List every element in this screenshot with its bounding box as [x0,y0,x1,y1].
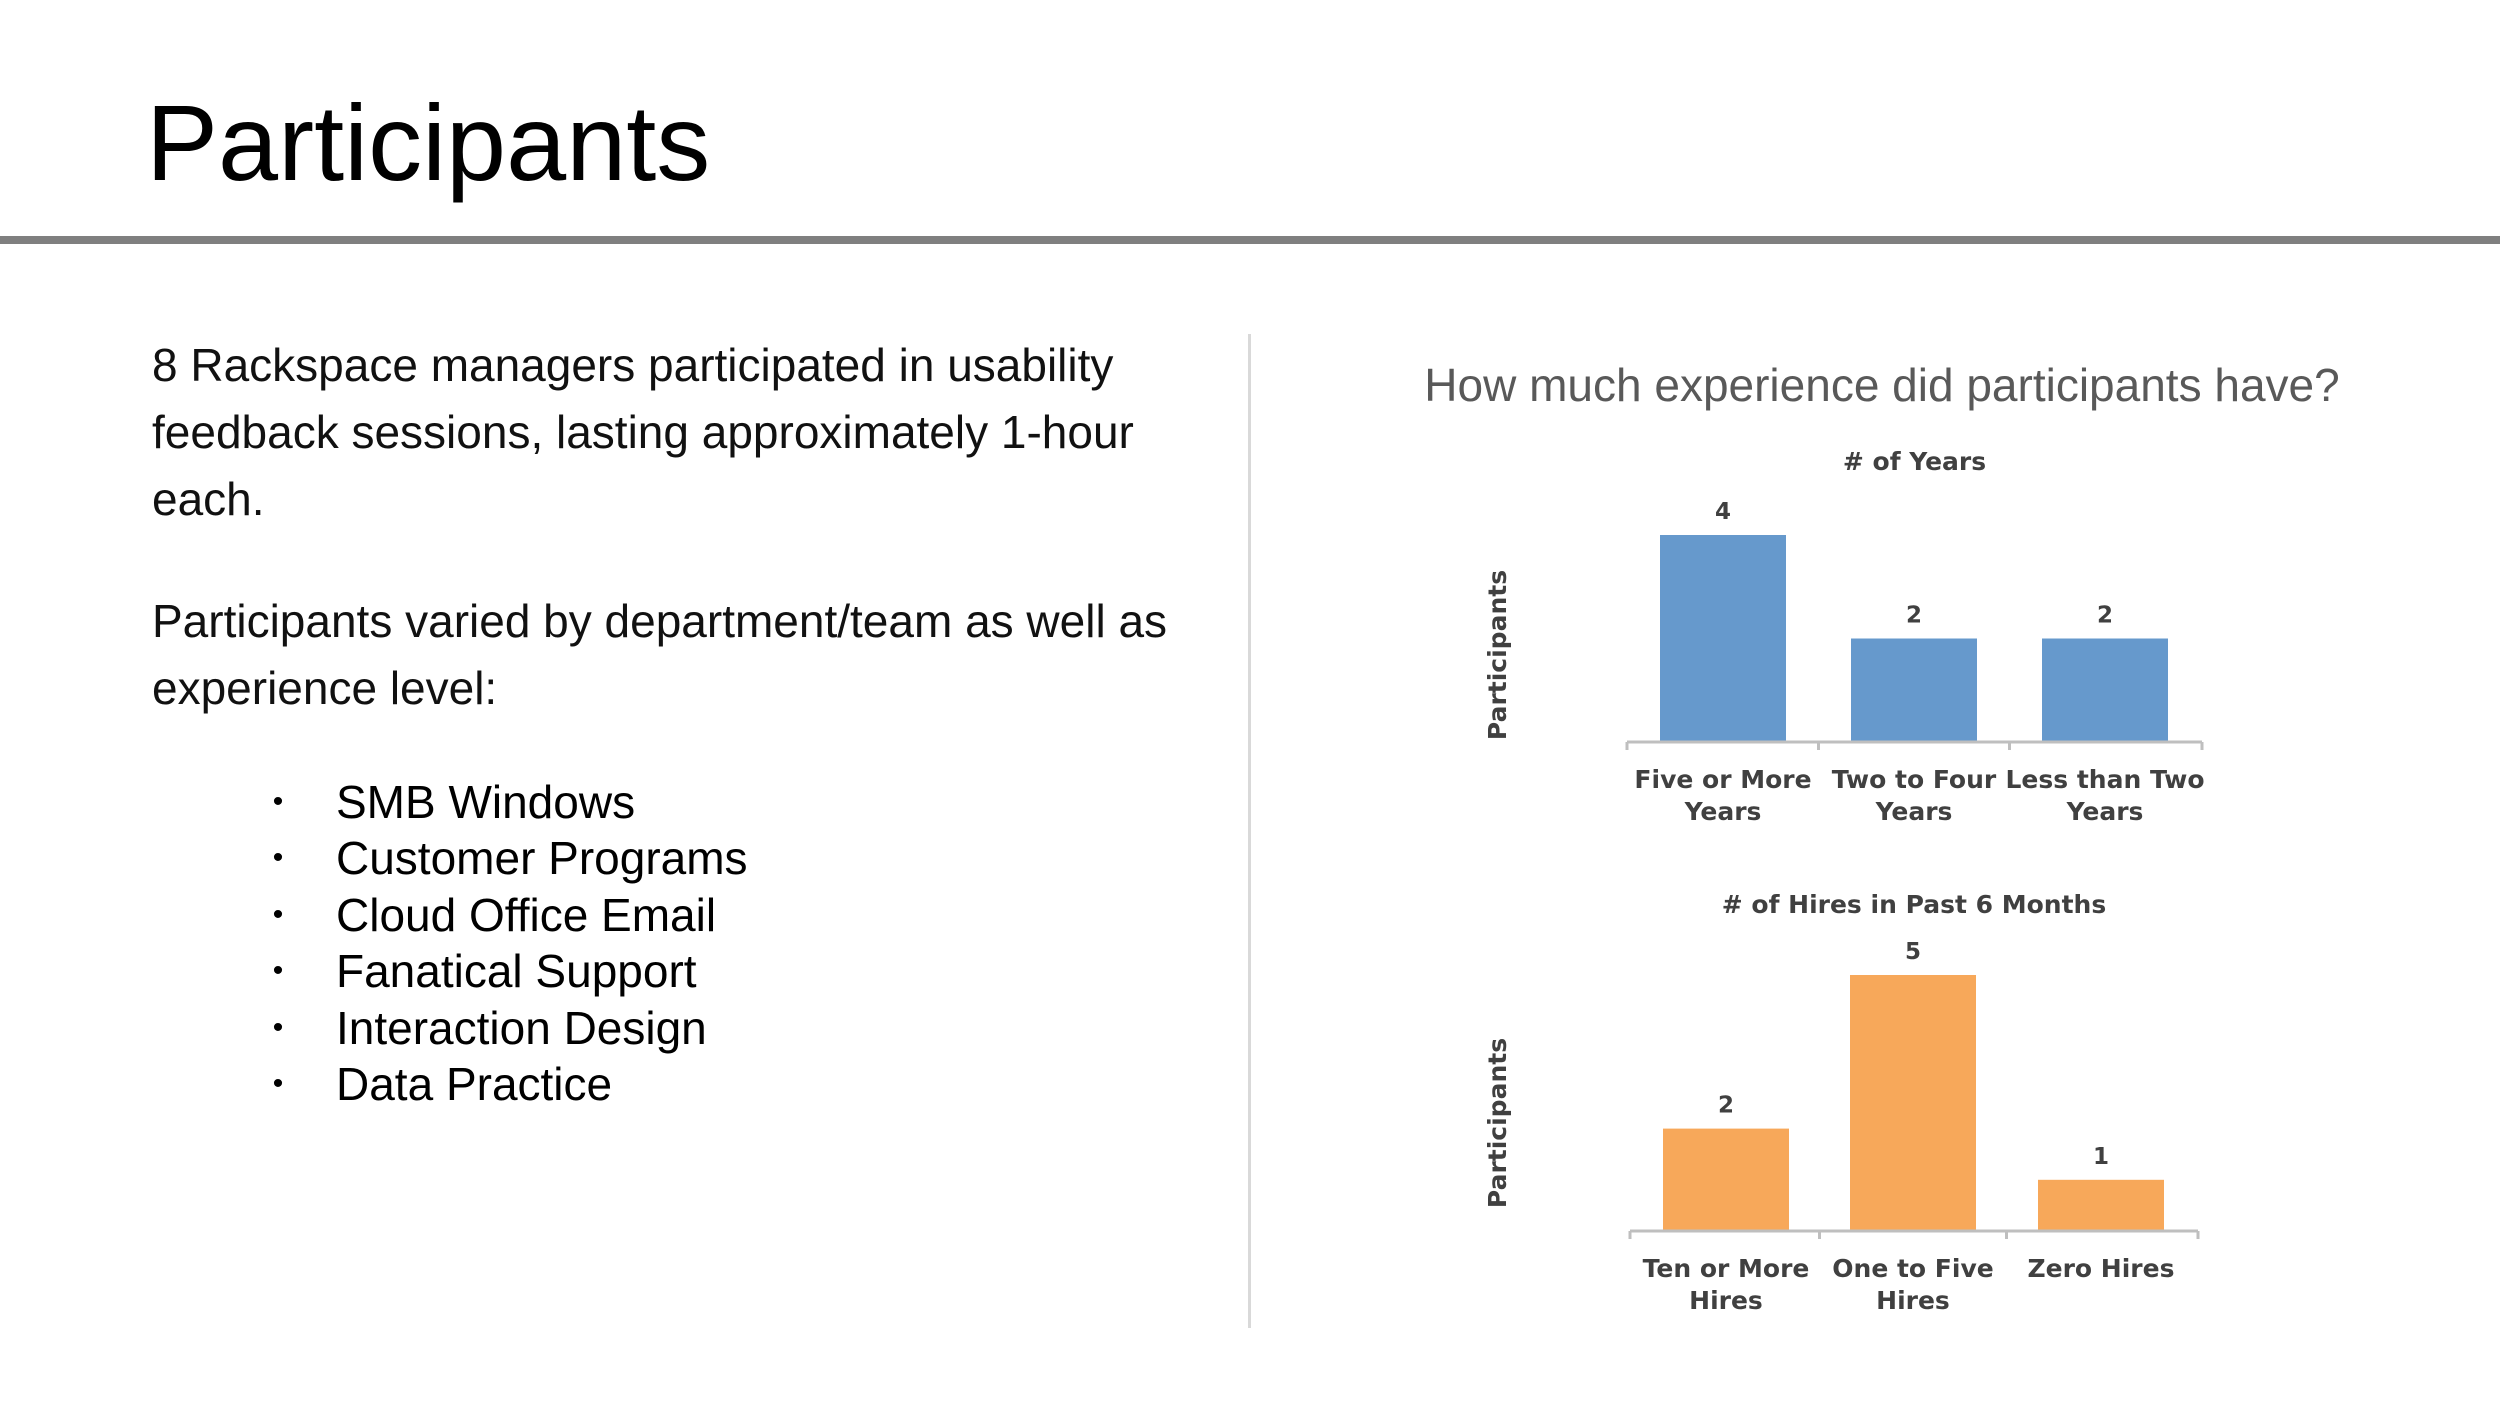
category-label: Years [1684,797,1762,826]
list-item: • Fanatical Support [268,943,748,999]
bullet-icon: • [272,954,284,988]
category-label: One to Five [1832,1254,1993,1283]
title-rule [0,236,2500,244]
list-item-label: Data Practice [336,1058,613,1111]
bar [2038,1179,2164,1231]
list-item: • Customer Programs [268,830,748,886]
bullet-icon: • [272,841,284,875]
data-label: 1 [2093,1144,2109,1170]
category-label: Years [2066,797,2144,826]
y-axis-label: Participants [1483,1038,1512,1208]
data-label: 2 [2097,603,2113,629]
intro-paragraph: 8 Rackspace managers participated in usa… [152,339,1134,525]
chart-heading: How much experience did participants hav… [1424,359,2340,411]
varied-paragraph: Participants varied by department/team a… [152,595,1168,714]
chart-title: # of Hires in Past 6 Months [1722,890,2106,919]
category-label: Zero Hires [2028,1254,2175,1283]
bullet-icon: • [272,897,284,931]
category-label: Ten or More [1643,1254,1810,1283]
description: 8 Rackspace managers participated in usa… [152,332,1192,722]
list-item: • Cloud Office Email [268,887,748,943]
bullet-icon: • [272,785,284,818]
category-label: Hires [1689,1286,1763,1315]
list-item-label: Interaction Design [336,1001,707,1054]
list-item: • Interaction Design [268,1000,748,1056]
list-item-label: Customer Programs [336,832,748,885]
bar [1660,535,1786,742]
data-label: 4 [1715,499,1731,525]
list-item-label: Fanatical Support [336,945,697,998]
bar [1851,638,1977,742]
chart-title: # of Years [1843,447,1986,476]
category-label: Five or More [1634,765,1811,794]
data-label: 2 [1718,1093,1734,1119]
list-item: • SMB Windows [268,774,748,830]
bullet-icon: • [272,1010,284,1044]
bar [1663,1128,1789,1231]
bullet-icon: • [272,1067,284,1101]
category-label: Years [1875,797,1953,826]
category-label: Two to Four [1832,765,1997,794]
category-label: Less than Two [2005,765,2204,794]
data-label: 5 [1905,939,1921,965]
list-item-label: SMB Windows [336,776,636,828]
list-item-label: Cloud Office Email [336,888,717,941]
page-title: Participants [146,82,711,203]
y-axis-label: Participants [1483,570,1512,740]
list-item: • Data Practice [268,1056,748,1112]
column-divider [1248,334,1251,1328]
bar [2042,638,2168,742]
department-list: • SMB Windows • Customer Programs • Cloud O… [268,774,748,1112]
category-label: Hires [1876,1286,1950,1315]
data-label: 2 [1906,603,1922,629]
bar [1850,975,1976,1231]
